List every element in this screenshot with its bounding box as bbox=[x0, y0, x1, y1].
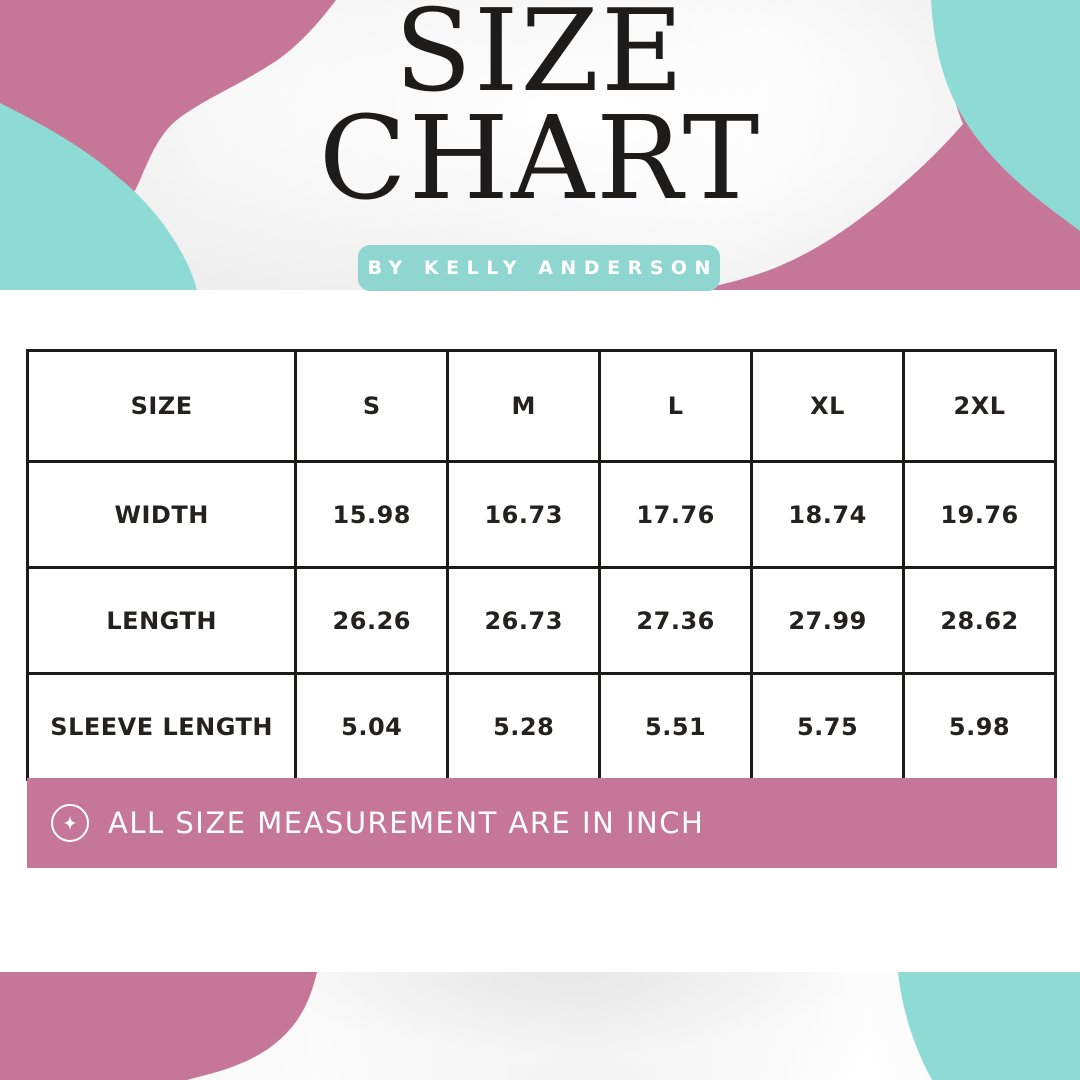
value-cell: 18.74 bbox=[750, 460, 906, 569]
value-cell: 5.98 bbox=[902, 672, 1057, 781]
value-cell: 5.28 bbox=[446, 672, 602, 781]
col-header-l: L bbox=[598, 349, 754, 463]
pink-blob-bottom-left bbox=[0, 972, 317, 1080]
row-label: LENGTH bbox=[25, 566, 298, 675]
teal-blob-top-left bbox=[0, 103, 197, 290]
size-table: SIZE S M L XL 2XL WIDTH 15.98 16.73 17.7… bbox=[25, 349, 1057, 781]
col-header-size: SIZE bbox=[25, 349, 298, 463]
value-cell: 5.51 bbox=[598, 672, 754, 781]
row-label: WIDTH bbox=[25, 460, 298, 569]
teal-blob-bottom-right bbox=[898, 972, 1080, 1080]
value-cell: 28.62 bbox=[902, 566, 1057, 675]
teal-blob-top-right bbox=[931, 0, 1080, 231]
row-label: SLEEVE LENGTH bbox=[25, 672, 298, 781]
col-header-s: S bbox=[294, 349, 450, 463]
value-cell: 27.36 bbox=[598, 566, 754, 675]
title-word-size: SIZE bbox=[394, 0, 686, 117]
byline-badge: BY KELLY ANDERSON bbox=[358, 245, 720, 291]
unit-note-text: ALL SIZE MEASUREMENT ARE IN INCH bbox=[108, 806, 705, 840]
value-cell: 19.76 bbox=[902, 460, 1057, 569]
value-cell: 27.99 bbox=[750, 566, 906, 675]
sparkle-icon bbox=[51, 804, 89, 842]
hero-section: SIZE CHART BY KELLY ANDERSON bbox=[0, 0, 1080, 291]
col-header-xl: XL bbox=[750, 349, 906, 463]
value-cell: 5.04 bbox=[294, 672, 450, 781]
table-header-row: SIZE S M L XL 2XL bbox=[25, 349, 1057, 463]
footer-section bbox=[0, 972, 1080, 1080]
value-cell: 15.98 bbox=[294, 460, 450, 569]
title-word-chart: CHART bbox=[318, 92, 762, 226]
unit-note-banner: ALL SIZE MEASUREMENT ARE IN INCH bbox=[27, 778, 1057, 868]
col-header-m: M bbox=[446, 349, 602, 463]
value-cell: 26.73 bbox=[446, 566, 602, 675]
value-cell: 17.76 bbox=[598, 460, 754, 569]
table-row-length: LENGTH 26.26 26.73 27.36 27.99 28.62 bbox=[25, 566, 1057, 675]
footer-blobs bbox=[0, 972, 1080, 1080]
value-cell: 5.75 bbox=[750, 672, 906, 781]
col-header-2xl: 2XL bbox=[902, 349, 1057, 463]
value-cell: 26.26 bbox=[294, 566, 450, 675]
table-row-width: WIDTH 15.98 16.73 17.76 18.74 19.76 bbox=[25, 460, 1057, 569]
value-cell: 16.73 bbox=[446, 460, 602, 569]
table-row-sleeve-length: SLEEVE LENGTH 5.04 5.28 5.51 5.75 5.98 bbox=[25, 672, 1057, 781]
hero-decorative-blobs bbox=[0, 0, 1080, 290]
byline-text: BY KELLY ANDERSON bbox=[367, 257, 718, 279]
